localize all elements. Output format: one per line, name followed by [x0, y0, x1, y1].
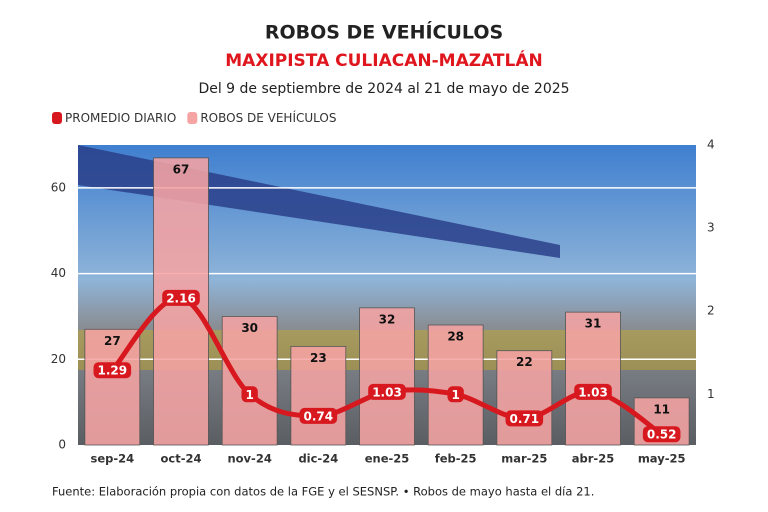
x-tick-label: mar-25 [501, 452, 547, 466]
line-label-bg [241, 386, 258, 403]
y2-tick-label: 4 [707, 138, 715, 152]
line-value-label: 0.74 [304, 409, 334, 423]
line-value-label: 1.29 [98, 364, 128, 378]
x-tick-label: may-25 [638, 452, 686, 466]
y2-tick-label: 2 [707, 304, 715, 318]
line-value-label: 0.52 [647, 428, 677, 442]
y-tick-label: 20 [51, 352, 66, 366]
bar-value-label: 31 [585, 317, 602, 331]
line-value-label: 1.03 [372, 385, 402, 399]
y-tick-label: 60 [51, 180, 66, 194]
bar-value-label: 67 [173, 162, 190, 176]
bar-value-label: 28 [447, 330, 464, 344]
line-value-label: 1.03 [578, 385, 608, 399]
x-tick-label: sep-24 [91, 452, 135, 466]
x-tick-label: ene-25 [365, 452, 410, 466]
bar [290, 346, 347, 446]
y-tick-label: 40 [51, 266, 66, 280]
x-tick-label: oct-24 [161, 452, 202, 466]
bar-value-label: 22 [516, 355, 533, 369]
line-value-label: 1 [245, 388, 253, 402]
legend-swatch [52, 112, 62, 124]
chart-description: Del 9 de septiembre de 2024 al 21 de may… [198, 81, 569, 97]
x-tick-label: dic-24 [298, 452, 338, 466]
line-value-label: 1 [451, 388, 459, 402]
legend-label: ROBOS DE VEHÍCULOS [200, 110, 336, 125]
y-tick-label: 0 [58, 438, 66, 452]
line-label-bg [505, 410, 544, 427]
chart-title: ROBOS DE VEHÍCULOS [265, 21, 503, 44]
line-label-bg [574, 383, 612, 400]
bar-value-label: 11 [653, 402, 670, 416]
y2-tick-label: 3 [707, 221, 715, 235]
bar [565, 311, 621, 446]
legend-swatch [187, 112, 198, 124]
bar-value-label: 30 [241, 321, 258, 335]
bar [221, 316, 278, 446]
x-tick-label: nov-24 [227, 452, 271, 466]
bar [359, 307, 415, 446]
source-note: Fuente: Elaboración propia con datos de … [52, 485, 594, 499]
line-value-label: 2.16 [166, 291, 196, 305]
bar-value-label: 27 [104, 334, 121, 348]
line-value-label: 0.71 [510, 412, 540, 426]
x-tick-label: abr-25 [572, 452, 614, 466]
bar-value-label: 23 [310, 351, 327, 365]
line-label-bg [447, 386, 464, 403]
x-tick-label: feb-25 [435, 452, 477, 466]
bar [427, 324, 484, 446]
line-label-bg [368, 383, 406, 400]
line-label-bg [642, 426, 681, 443]
line-label-bg [93, 362, 132, 379]
line-label-bg [162, 289, 200, 306]
chart-subtitle: MAXIPISTA CULIACAN-MAZATLÁN [225, 49, 542, 71]
bar [496, 350, 553, 446]
legend-label: PROMEDIO DIARIO [65, 111, 176, 125]
line-label-bg [299, 407, 338, 424]
bar-value-label: 32 [379, 312, 396, 326]
y2-tick-label: 1 [707, 387, 715, 401]
